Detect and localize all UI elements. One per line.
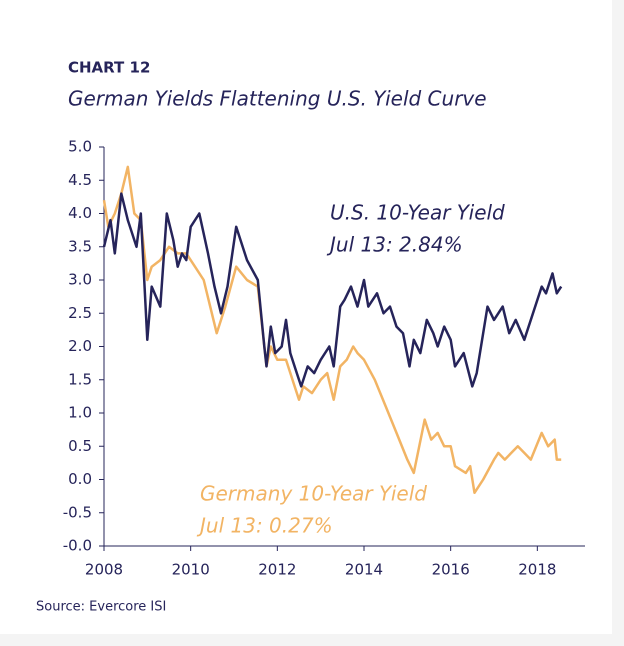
chart-subtitle: German Yields Flattening U.S. Yield Curv… [68,87,487,111]
x-tick-label: 2012 [258,561,296,579]
annotation: Jul 13: 2.84% [326,233,463,257]
y-tick-label: 4.0 [68,204,92,222]
series-label: U.S. 10-Year Yield [330,201,505,225]
card: CHART 12 German Yields Flattening U.S. Y… [0,0,612,634]
x-tick-label: 2010 [172,561,210,579]
source: Source: Evercore ISI [36,600,166,615]
y-tick-label: 2.0 [68,337,92,355]
y-tick-label: 0.5 [68,437,92,455]
y-tick-label: 3.0 [68,271,92,289]
y-tick-label: 0.0 [68,470,92,488]
x-tick-label: 2016 [432,561,470,579]
x-tick-label: 2008 [85,561,123,579]
y-tick-label: -0.5 [63,503,92,521]
series-label: Germany 10-Year Yield [200,482,427,506]
y-tick-label: 4.5 [68,171,92,189]
y-tick-label: 2.5 [68,304,92,322]
chart: CHART 12 German Yields Flattening U.S. Y… [36,59,585,615]
x-tick-label: 2018 [518,561,556,579]
y-tick-label: 1.5 [68,370,92,388]
chart-title: CHART 12 [68,59,150,77]
y-tick-label: -0.0 [63,537,92,555]
y-tick-label: 1.0 [68,404,92,422]
series-line [102,165,562,495]
x-tick-label: 2014 [345,561,383,579]
annotation: Jul 13: 0.27% [196,514,333,538]
series-line [102,192,563,388]
y-tick-label: 5.0 [68,138,92,156]
y-tick-label: 3.5 [68,237,92,255]
